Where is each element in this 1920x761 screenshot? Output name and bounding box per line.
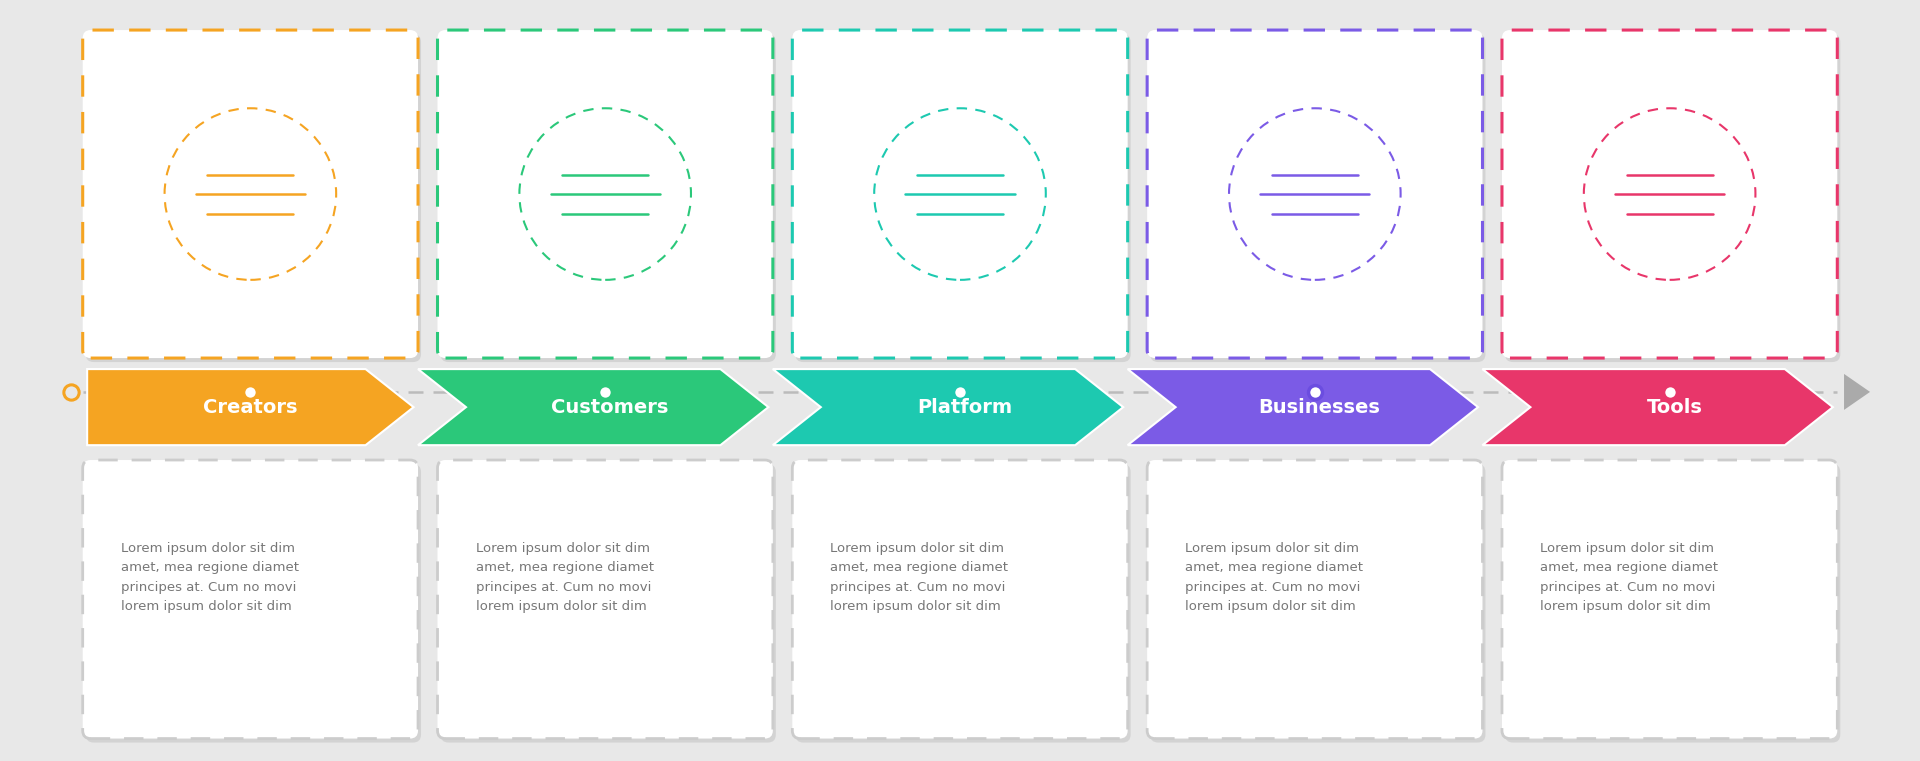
Text: Lorem ipsum dolor sit dim
amet, mea regione diamet
principes at. Cum no movi
lor: Lorem ipsum dolor sit dim amet, mea regi…: [829, 542, 1008, 613]
Polygon shape: [1843, 374, 1870, 410]
FancyBboxPatch shape: [793, 30, 1127, 358]
Polygon shape: [772, 369, 1123, 445]
FancyBboxPatch shape: [1505, 34, 1839, 362]
Polygon shape: [86, 369, 413, 445]
FancyBboxPatch shape: [793, 460, 1127, 739]
Text: Creators: Creators: [204, 398, 298, 416]
FancyBboxPatch shape: [1146, 30, 1482, 358]
FancyBboxPatch shape: [1505, 464, 1839, 743]
FancyBboxPatch shape: [1501, 460, 1837, 739]
FancyBboxPatch shape: [86, 34, 420, 362]
FancyBboxPatch shape: [1146, 460, 1482, 739]
FancyBboxPatch shape: [1150, 464, 1486, 743]
Text: Lorem ipsum dolor sit dim
amet, mea regione diamet
principes at. Cum no movi
lor: Lorem ipsum dolor sit dim amet, mea regi…: [1185, 542, 1363, 613]
Text: Businesses: Businesses: [1260, 398, 1380, 416]
Text: Lorem ipsum dolor sit dim
amet, mea regione diamet
principes at. Cum no movi
lor: Lorem ipsum dolor sit dim amet, mea regi…: [121, 542, 300, 613]
FancyBboxPatch shape: [438, 460, 774, 739]
Polygon shape: [1127, 369, 1478, 445]
Polygon shape: [1482, 369, 1834, 445]
FancyBboxPatch shape: [86, 464, 420, 743]
Text: Platform: Platform: [918, 398, 1012, 416]
FancyBboxPatch shape: [438, 30, 774, 358]
FancyBboxPatch shape: [440, 34, 776, 362]
Text: Lorem ipsum dolor sit dim
amet, mea regione diamet
principes at. Cum no movi
lor: Lorem ipsum dolor sit dim amet, mea regi…: [1540, 542, 1718, 613]
Text: Customers: Customers: [551, 398, 668, 416]
FancyBboxPatch shape: [1150, 34, 1486, 362]
FancyBboxPatch shape: [83, 460, 419, 739]
FancyBboxPatch shape: [1501, 30, 1837, 358]
Text: Tools: Tools: [1647, 398, 1703, 416]
FancyBboxPatch shape: [795, 34, 1131, 362]
FancyBboxPatch shape: [83, 30, 419, 358]
Polygon shape: [419, 369, 768, 445]
FancyBboxPatch shape: [795, 464, 1131, 743]
FancyBboxPatch shape: [440, 464, 776, 743]
Text: Lorem ipsum dolor sit dim
amet, mea regione diamet
principes at. Cum no movi
lor: Lorem ipsum dolor sit dim amet, mea regi…: [476, 542, 653, 613]
